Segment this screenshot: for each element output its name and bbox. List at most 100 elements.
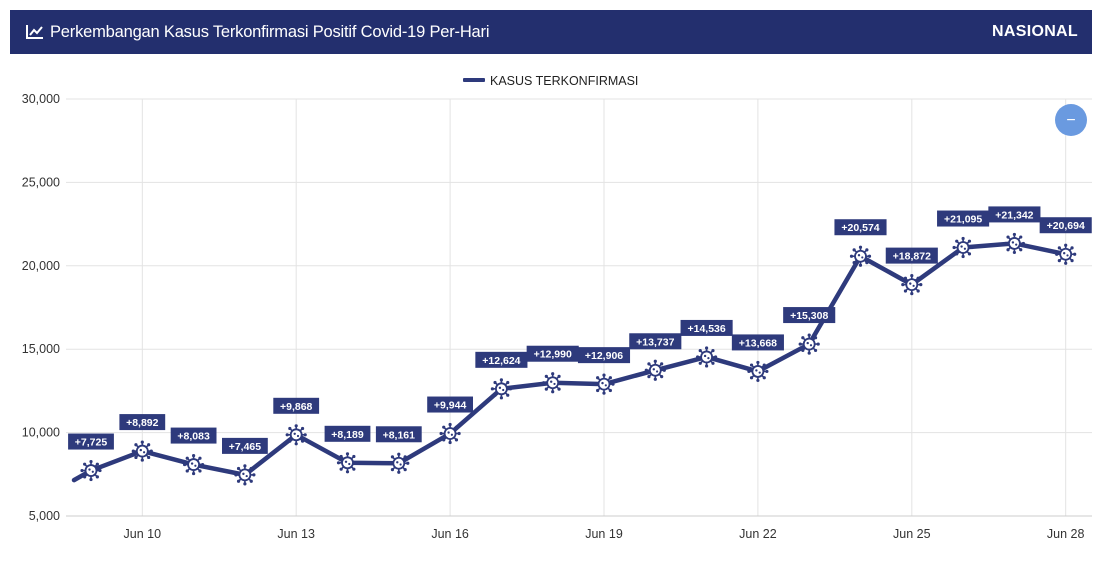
data-label: +20,694: [1039, 217, 1092, 234]
data-label-text: +20,574: [841, 222, 879, 234]
series-kasus-terkonfirmasi: [71, 232, 1077, 486]
data-point: [183, 453, 205, 476]
data-label-text: +9,868: [280, 401, 313, 413]
data-point: [747, 360, 769, 383]
y-tick-label: 15,000: [22, 342, 60, 356]
header-title-group: Perkembangan Kasus Terkonfirmasi Positif…: [26, 23, 489, 42]
data-label: +8,083: [170, 427, 217, 444]
x-tick-label: Jun 22: [739, 527, 777, 541]
data-label-text: +8,892: [126, 417, 159, 429]
chart-header: Perkembangan Kasus Terkonfirmasi Positif…: [10, 10, 1092, 54]
data-point: [696, 346, 718, 368]
legend[interactable]: KASUS TERKONFIRMASI: [463, 74, 638, 88]
data-point: [849, 245, 872, 267]
data-label: +7,465: [222, 437, 268, 454]
data-label: +12,990: [526, 345, 579, 362]
data-point: [901, 274, 923, 296]
data-point: [234, 464, 256, 486]
data-point: [542, 372, 564, 394]
data-point: [388, 452, 410, 474]
data-label-box: [783, 307, 836, 324]
collapse-button-bg[interactable]: [1055, 104, 1087, 136]
data-label-box: [68, 433, 114, 450]
data-label: +21,342: [988, 206, 1041, 223]
data-point: [336, 452, 359, 474]
data-label-box: [427, 396, 473, 413]
x-tick-label: Jun 13: [277, 527, 315, 541]
x-tick-label: Jun 25: [893, 527, 931, 541]
collapse-button[interactable]: −: [1055, 104, 1087, 136]
legend-label[interactable]: KASUS TERKONFIRMASI: [490, 74, 638, 88]
data-label: +20,574: [834, 219, 887, 236]
data-label-box: [222, 437, 268, 454]
data-label-text: +21,342: [995, 209, 1033, 221]
data-label-box: [475, 351, 528, 368]
data-label-box: [937, 210, 990, 227]
data-label: +12,624: [475, 351, 528, 368]
y-axis: 5,000 10,000 15,000 20,000 25,000 30,000: [22, 92, 60, 523]
data-label-box: [375, 426, 422, 443]
data-label-box: [834, 219, 887, 236]
data-point: [798, 333, 820, 355]
data-point: [644, 359, 666, 381]
line-chart: 5,000 10,000 15,000 20,000 25,000 30,000 Jun …: [22, 74, 1092, 541]
data-label: +13,668: [731, 334, 784, 351]
x-axis: Jun 10 Jun 13 Jun 16 Jun 19 Jun 22 Jun 25 Jun …: [124, 527, 1085, 541]
data-label-text: +14,536: [687, 323, 725, 335]
data-label: +8,892: [119, 414, 166, 431]
grid-lines: [66, 98, 1092, 517]
region-label: NASIONAL: [992, 23, 1078, 40]
data-label-text: +21,095: [944, 214, 982, 226]
data-labels: +7,725 +8,892 +8,083 +7,465 +9,868 +8,189 +8,1…: [68, 206, 1092, 454]
data-label-text: +9,944: [434, 400, 467, 412]
data-point: [1003, 232, 1025, 255]
data-point: [131, 440, 153, 462]
data-label: +21,095: [937, 210, 990, 227]
data-label: +9,868: [273, 397, 320, 414]
data-label: +9,944: [427, 396, 473, 413]
data-label-text: +20,694: [1047, 220, 1085, 232]
legend-swatch: [463, 78, 485, 82]
data-point: [593, 373, 615, 395]
y-tick-label: 30,000: [22, 92, 60, 106]
x-tick-label: Jun 28: [1047, 527, 1085, 541]
data-label-box: [988, 206, 1041, 223]
y-tick-label: 20,000: [22, 259, 60, 273]
data-label-text: +15,308: [790, 310, 828, 322]
data-label-box: [629, 333, 682, 350]
data-label-box: [273, 397, 320, 414]
data-label: +7,725: [68, 433, 114, 450]
data-label-box: [680, 319, 733, 336]
data-point: [1055, 243, 1077, 265]
data-label-box: [577, 347, 631, 364]
data-label-box: [170, 427, 217, 444]
y-tick-label: 10,000: [22, 426, 60, 440]
data-label: +8,161: [375, 426, 422, 443]
data-point: [490, 378, 512, 400]
chart-area: 5,000 10,000 15,000 20,000 25,000 30,000 Jun …: [0, 60, 1097, 561]
data-point: [952, 236, 974, 259]
data-label-text: +8,189: [331, 429, 364, 441]
data-label-box: [119, 414, 166, 431]
data-label-box: [885, 247, 938, 264]
data-point: [285, 424, 307, 446]
data-label: +15,308: [783, 307, 836, 324]
line-chart-icon: [26, 25, 43, 39]
x-tick-label: Jun 10: [124, 527, 162, 541]
data-label-box: [526, 345, 579, 362]
data-label-box: [731, 334, 784, 351]
data-label: +8,189: [324, 425, 371, 442]
data-label-text: +13,737: [636, 336, 674, 348]
data-label-box: [324, 425, 371, 442]
x-tick-label: Jun 19: [585, 527, 623, 541]
data-label-text: +12,906: [585, 350, 623, 362]
data-label-text: +8,161: [383, 429, 416, 441]
data-label: +14,536: [680, 319, 733, 336]
data-label-text: +12,624: [482, 355, 520, 367]
minus-icon[interactable]: −: [1066, 112, 1075, 129]
y-tick-label: 5,000: [29, 509, 60, 523]
data-label-box: [1039, 217, 1092, 234]
data-label: +18,872: [885, 247, 938, 264]
data-label-text: +18,872: [893, 251, 931, 263]
data-label: +12,906: [577, 347, 631, 364]
